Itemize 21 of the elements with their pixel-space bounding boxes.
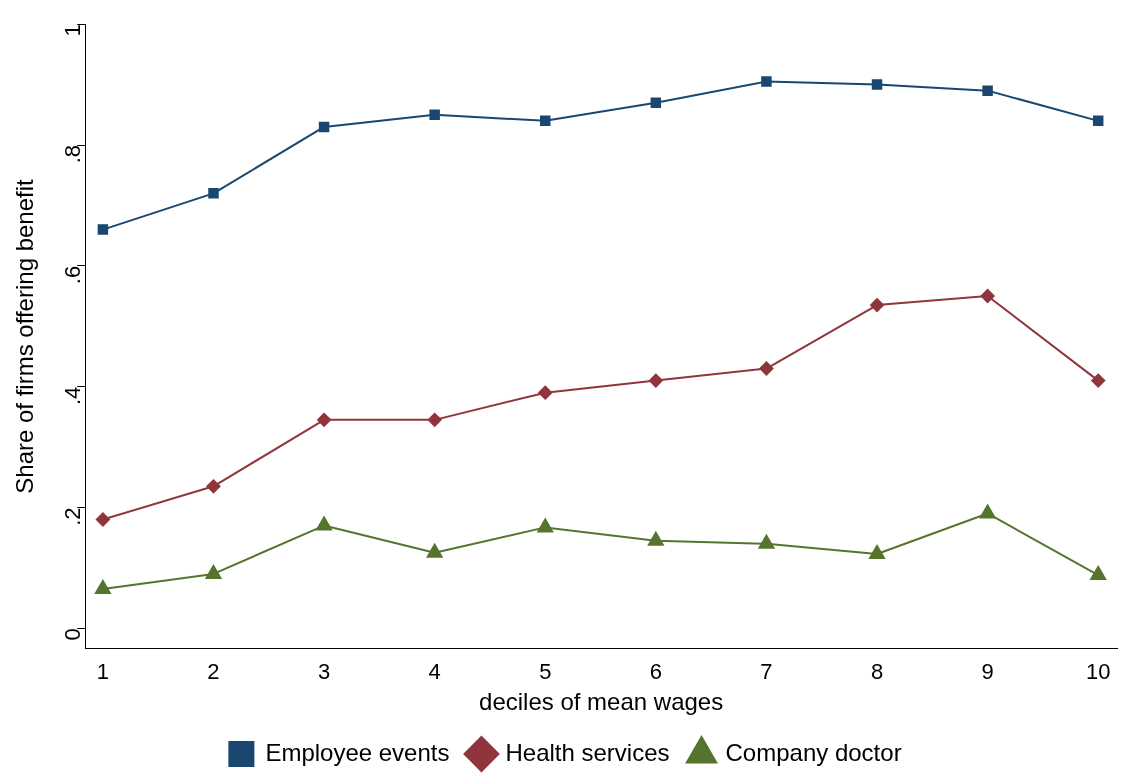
- x-tick-label: 2: [207, 659, 220, 685]
- x-tick-label: 3: [317, 659, 331, 685]
- x-tick-label: 5: [539, 659, 552, 685]
- y-axis-title: Share of firms offering benefit: [11, 178, 39, 494]
- x-axis-title: deciles of mean wages: [479, 688, 724, 716]
- x-tick-label: 8: [870, 659, 884, 685]
- x-tick-label: 9: [981, 659, 994, 685]
- legend-label: Company doctor: [725, 738, 902, 766]
- x-tick-label: 4: [428, 659, 441, 685]
- y-tick-label: .8: [60, 145, 86, 164]
- y-tick-label: .4: [60, 386, 86, 405]
- y-tick-label: 1: [60, 24, 86, 37]
- x-tick-label: 1: [96, 659, 110, 685]
- legend-label: Employee events: [265, 738, 450, 766]
- legend-label: Health services: [505, 738, 670, 766]
- y-tick-label: 0: [60, 628, 86, 641]
- x-tick-label: 10: [1085, 659, 1111, 685]
- y-tick-label: .2: [60, 507, 86, 526]
- y-tick-label: .6: [60, 265, 86, 285]
- x-tick-label: 6: [649, 659, 662, 685]
- x-tick-label: 7: [760, 659, 773, 685]
